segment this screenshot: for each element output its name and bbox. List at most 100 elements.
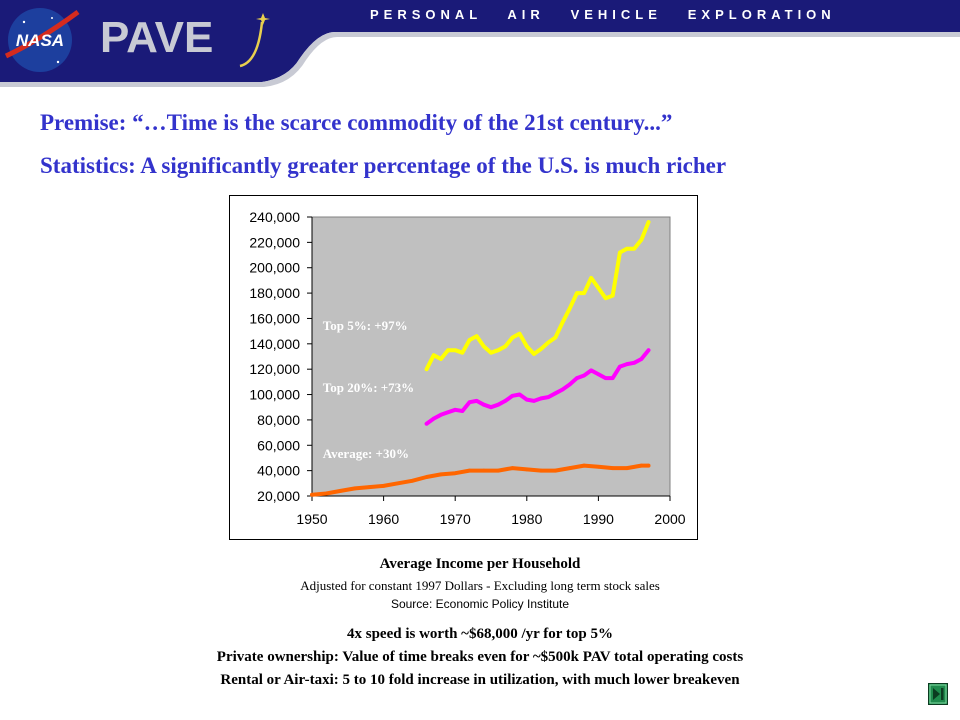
- chart-caption-source: Source: Economic Policy Institute: [390, 597, 570, 611]
- y-tick-label: 100,000: [249, 387, 300, 403]
- series-point: [460, 350, 465, 355]
- x-tick-label: 1990: [583, 511, 614, 527]
- chart-caption-subtitle: Adjusted for constant 1997 Dollars - Exc…: [300, 578, 660, 593]
- series-point: [582, 373, 586, 378]
- series-point: [496, 348, 501, 352]
- series-point: [310, 492, 314, 497]
- x-tick-label: 1950: [296, 511, 327, 527]
- skip-to-end-icon: [933, 688, 944, 700]
- series-point: [446, 410, 450, 415]
- series-point: [510, 394, 515, 398]
- series-point: [532, 399, 536, 403]
- series-point: [503, 344, 508, 349]
- series-label: Top 5%: +97%: [323, 318, 408, 333]
- series-point: [453, 348, 457, 352]
- series-point: [575, 291, 579, 295]
- y-tick-label: 40,000: [257, 463, 300, 479]
- series-point: [596, 286, 601, 290]
- y-tick-label: 60,000: [257, 437, 300, 453]
- series-point: [482, 468, 486, 473]
- y-tick-label: 120,000: [249, 361, 300, 377]
- series-point: [460, 409, 465, 413]
- note-speed-value: 4x speed is worth ~$68,000 /yr for top 5…: [347, 626, 613, 642]
- series-point: [510, 466, 515, 470]
- series-point: [625, 246, 629, 251]
- series-point: [632, 361, 636, 365]
- series-point: [424, 475, 429, 479]
- series-point: [539, 468, 543, 473]
- x-tick-label: 1970: [440, 511, 471, 527]
- series-point: [646, 348, 651, 352]
- series-point: [431, 416, 436, 421]
- pave-logo-text: PAVE: [100, 13, 213, 62]
- series-point: [596, 465, 601, 469]
- y-tick-label: 20,000: [257, 488, 300, 504]
- series-point: [517, 392, 522, 397]
- y-tick-label: 240,000: [249, 209, 300, 225]
- series-point: [453, 408, 457, 412]
- series-point: [553, 468, 558, 473]
- series-point: [439, 472, 443, 477]
- series-point: [568, 382, 572, 387]
- y-tick-label: 180,000: [249, 285, 300, 301]
- series-point: [489, 350, 493, 355]
- note-private-ownership: Private ownership: Value of time breaks …: [216, 649, 744, 665]
- series-point: [553, 335, 558, 340]
- header-banner: NASA PAVE PERSONAL AIR VEHICLE EXPLORATI…: [0, 0, 960, 87]
- series-point: [338, 489, 343, 493]
- note-rental-air-taxi: Rental or Air-taxi: 5 to 10 fold increas…: [220, 672, 740, 688]
- series-point: [618, 364, 622, 369]
- series-point: [532, 352, 536, 356]
- series-point: [639, 238, 644, 242]
- series-point: [610, 293, 615, 298]
- series-point: [625, 362, 629, 366]
- series-point: [610, 466, 615, 470]
- series-point: [618, 250, 622, 255]
- series-point: [353, 486, 357, 491]
- x-tick-label: 2000: [654, 511, 685, 527]
- income-chart: 20,000 40,000 60,000 80,000 100,000 120,000 14…: [249, 209, 685, 527]
- series-point: [439, 413, 443, 417]
- x-tick-label: 1960: [368, 511, 399, 527]
- series-point: [582, 291, 586, 295]
- series-point: [510, 335, 515, 340]
- series-label: Top 20%: +73%: [323, 380, 414, 395]
- series-point: [396, 481, 400, 486]
- y-tick-label: 220,000: [249, 234, 300, 250]
- series-point: [539, 347, 543, 351]
- series-point: [610, 376, 615, 380]
- series-point: [646, 463, 651, 468]
- series-point: [546, 340, 551, 345]
- series-point: [517, 331, 522, 336]
- nav-end-button[interactable]: [928, 683, 948, 705]
- swoosh-icon: [239, 21, 264, 68]
- series-point: [560, 387, 565, 392]
- series-point: [453, 471, 457, 476]
- series-point: [575, 376, 579, 380]
- y-tick-label: 140,000: [249, 336, 300, 352]
- series-point: [496, 402, 501, 407]
- series-point: [589, 276, 593, 280]
- series-point: [482, 344, 486, 349]
- series-point: [539, 396, 543, 401]
- premise-line: Premise: “…Time is the scarce commodity …: [40, 110, 673, 135]
- series-point: [424, 367, 429, 371]
- series-point: [474, 399, 479, 403]
- series-point: [632, 246, 636, 251]
- series-point: [596, 372, 601, 377]
- series-point: [367, 485, 372, 489]
- series-point: [525, 344, 529, 349]
- series-point: [496, 468, 501, 473]
- series-point: [439, 357, 443, 361]
- chart-frame: 20,000 40,000 60,000 80,000 100,000 120,000 14…: [229, 195, 698, 540]
- y-tick-label: 200,000: [249, 260, 300, 276]
- series-point: [525, 467, 529, 472]
- statistics-line: Statistics: A significantly greater perc…: [40, 153, 727, 178]
- series-point: [646, 220, 651, 224]
- series-point: [424, 421, 429, 426]
- series-point: [589, 368, 593, 373]
- series-point: [474, 334, 479, 338]
- nasa-logo: NASA: [4, 8, 80, 72]
- y-tick-label: 80,000: [257, 412, 300, 428]
- plot-area: [311, 216, 671, 497]
